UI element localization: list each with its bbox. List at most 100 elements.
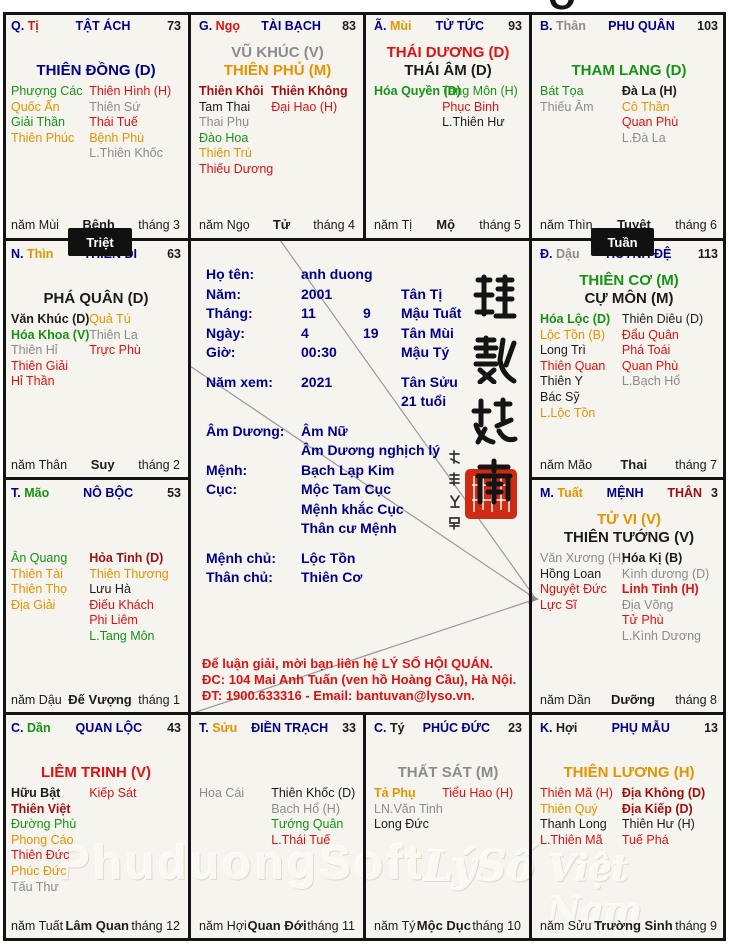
minor-star: Địa Không (D) (621, 786, 706, 800)
heavenly-stem: Đ. (540, 247, 553, 261)
palace-name: NÔ BỘC (83, 486, 134, 500)
earthly-branch: Mão (20, 486, 50, 500)
info-label: Tháng: (206, 305, 253, 321)
heavenly-stem: G. (199, 19, 213, 33)
calligraphy-side-text (448, 450, 462, 538)
minor-star: L.Thiên Khốc (89, 146, 163, 161)
info-canchi: Tân Mùi (401, 324, 454, 341)
cycle-month: tháng 2 (138, 458, 180, 472)
minor-star: Hoa Cái (199, 786, 245, 800)
minor-star: Kình dương (D) (621, 566, 710, 581)
info-value: Lộc Tồn (301, 549, 356, 566)
minor-star-column-left: Văn Khúc (D) Hóa Khoa (V) Thiên Hỉ Thiên Gi… (11, 312, 89, 390)
minor-star: Thiên Giải (11, 358, 68, 373)
info-row: Mệnh khắc Cục (206, 501, 461, 521)
cycle-month: tháng 1 (138, 693, 180, 707)
minor-star: Bát Tọa (540, 84, 584, 98)
main-stars: THẤT SÁT (M) (374, 743, 522, 781)
palace-footer: năm Tý Mộc Dục tháng 10 (374, 918, 521, 933)
minor-star: Bạch Hổ (H) (271, 801, 340, 816)
minor-star: Thiên Diêu (D) (621, 312, 704, 326)
info-label: Năm: (206, 285, 242, 302)
cycle-month: tháng 8 (675, 693, 717, 707)
minor-star: L.Kình Dương (621, 628, 701, 643)
minor-star: Quan Phù (621, 115, 679, 130)
heavenly-stem: Q. (11, 19, 25, 33)
cycle-month: tháng 4 (313, 218, 355, 232)
minor-star-columns: Phượng Các Quốc Ấn Giải Thần Thiên Phúc Thiê… (11, 84, 181, 162)
minor-star-column-right: Hóa Kị (B) Kình dương (D) Linh Tinh (H) Địa… (622, 551, 718, 645)
minor-star: Tử Phù (621, 613, 664, 628)
grid-line (3, 238, 726, 241)
main-star: PHÁ QUÂN (D) (43, 289, 149, 307)
cycle-year: năm Sửu (540, 919, 592, 933)
minor-star: Hóa Khoa (V) (11, 327, 90, 342)
info-row: Mệnh: Bạch Lạp Kim (206, 462, 461, 482)
minor-star-columns: Hữu Bật Thiên Việt Đường Phù Phong Cáo Thiên… (11, 786, 181, 895)
palace-footer: năm Mão Thai tháng 7 (540, 457, 717, 472)
minor-star-column-left: Tả Phụ LN.Văn Tinh Long Đức (374, 786, 443, 833)
cycle-year: năm Dần (540, 693, 591, 707)
life-stage: Trường Sinh (594, 918, 673, 933)
minor-star: Thiên Quý (540, 801, 598, 816)
heavenly-stem: C. (11, 721, 24, 735)
minor-star: Đà La (H) (621, 84, 677, 98)
calligraphy-ly-so-viet-nam (466, 272, 522, 520)
cycle-year: năm Mão (540, 458, 593, 472)
minor-star: L.Bạch Hổ (621, 374, 681, 389)
minor-star-column-left: Hóa Lộc (D) Lộc Tồn (B) Long Trì Thiên Quan… (540, 312, 622, 421)
main-stars: TỬ VI (V) THIÊN TƯỚNG (V) (540, 508, 718, 546)
minor-star: Đào Hoa (199, 130, 249, 145)
contact-notice-line: ĐC: 104 Mai Anh Tuấn (ven hồ Hoàng Cầu),… (202, 672, 517, 687)
minor-star-column-right: Quả Tú Thiên La Trực Phù (89, 312, 181, 390)
main-star: LIÊM TRINH (V) (41, 763, 151, 781)
heavenly-stem: T. (11, 486, 21, 500)
main-stars: VŨ KHÚC (V) THIÊN PHỦ (M) (199, 41, 356, 79)
main-star: VŨ KHÚC (V) (231, 44, 324, 61)
info-row: Âm Dương nghịch lý (206, 442, 461, 462)
minor-star: Thiếu Âm (540, 99, 594, 114)
minor-star: Thiên Hư (H) (621, 817, 695, 832)
minor-star: Tấu Thư (11, 879, 59, 894)
triet-badge: Triệt (68, 228, 132, 256)
calligraphy-char-理 (473, 274, 517, 319)
earthly-branch: Sửu (208, 721, 238, 735)
cycle-year: năm Thân (11, 458, 68, 472)
life-stage: Quan Đới (247, 918, 307, 933)
info-canchi: Tân Sửu (401, 373, 458, 390)
earthly-branch: Ngọ (212, 19, 240, 33)
minor-star: Linh Tinh (H) (621, 582, 699, 597)
heavenly-stem: T. (199, 721, 209, 735)
calligraphy-side-char-司 (449, 517, 460, 530)
minor-star-column-right: Thiên Diêu (D) Đẩu Quân Phá Toái Quan Phù L.… (622, 312, 718, 421)
earthly-branch: Mùi (386, 19, 412, 33)
palace-name: PHU QUÂN (608, 19, 675, 33)
palace-footer: năm Hợi Quan Đới tháng 11 (199, 918, 355, 933)
palace-name: TẬT ÁCH (75, 19, 131, 33)
minor-star: L.Thiên Hư (442, 115, 505, 130)
info-value: 00:30 (301, 344, 337, 360)
grid-line (529, 477, 726, 480)
palace-cell-no-boc: T. Mão NÔ BỘC 53 Ân Quang Thiên Tài Thiên Thọ… (4, 481, 187, 711)
palace-header: Q. Tị TẬT ÁCH 73 (11, 19, 181, 33)
info-label: Cục: (206, 481, 238, 497)
minor-star-columns: Tả Phụ LN.Văn Tinh Long Đức Tiểu Hao (H) (374, 786, 522, 833)
minor-star: Lưu Hà (89, 582, 131, 597)
minor-star-columns: Hóa Lộc (D) Lộc Tồn (B) Long Trì Thiên Quan… (540, 312, 718, 421)
info-value: Mệnh khắc Cục (301, 500, 404, 517)
main-star: THÁI DƯƠNG (D) (386, 44, 510, 61)
info-value: 2021 (301, 373, 333, 390)
palace-cell-tat-ach: Q. Tị TẬT ÁCH 73 THIÊN ĐỒNG (D) Phượng Các Qu… (4, 14, 187, 236)
minor-star-columns: Ân Quang Thiên Tài Thiên Thọ Địa Giải Hỏa Ti… (11, 551, 181, 645)
life-stage: Đế Vượng (68, 692, 132, 707)
minor-star: Phong Cáo (11, 832, 74, 847)
minor-star: Hóa Quyền (D) (374, 84, 461, 98)
minor-star: Quốc Ấn (11, 99, 60, 114)
calligraphy-side-char-扶 (449, 450, 460, 464)
minor-star: Hỏa Tinh (D) (89, 551, 164, 565)
palace-number: 93 (508, 19, 522, 33)
minor-star: Thiên Khôi (199, 84, 264, 98)
earthly-branch: Dậu (552, 247, 580, 261)
minor-star: LN.Văn Tinh (374, 801, 443, 816)
